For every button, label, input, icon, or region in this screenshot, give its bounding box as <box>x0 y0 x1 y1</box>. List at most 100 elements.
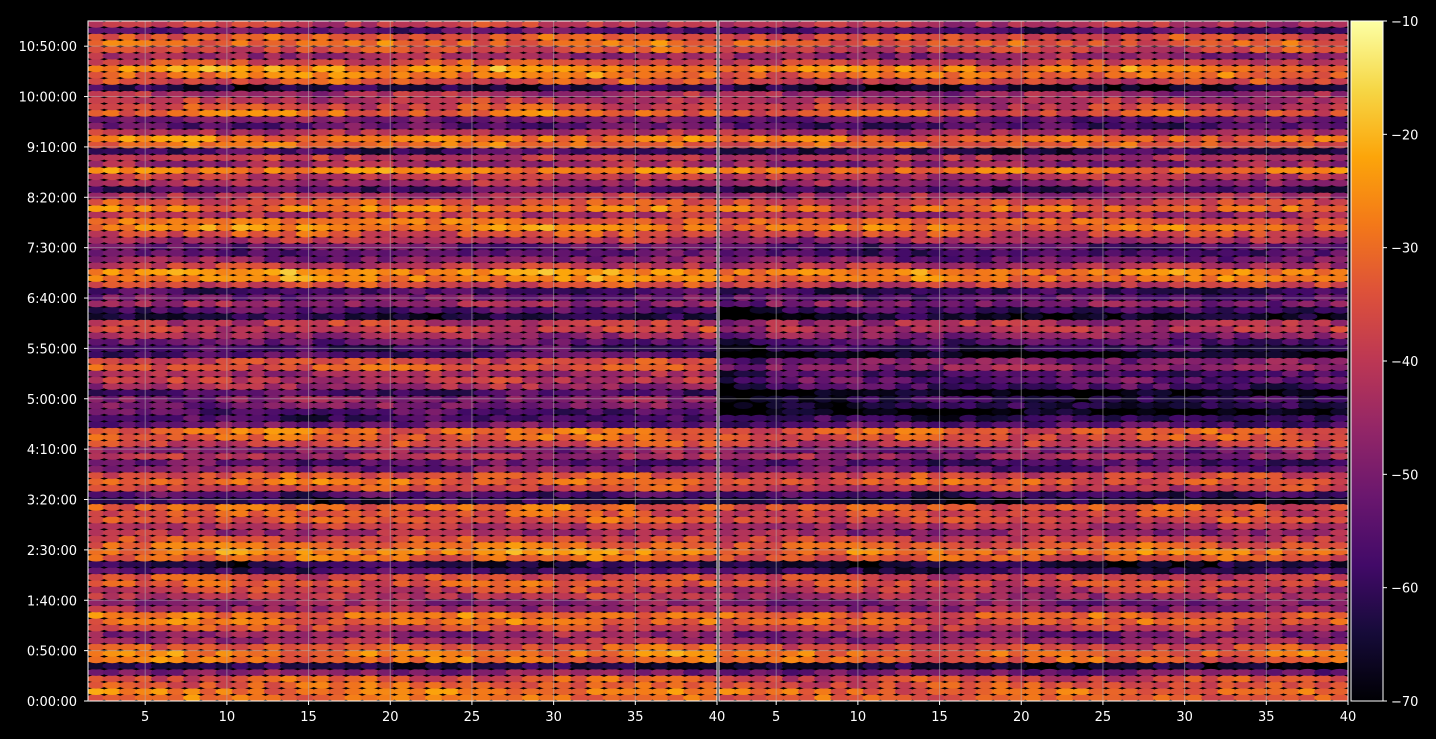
heatmap-cell <box>360 370 380 378</box>
heatmap-cell <box>1007 662 1028 670</box>
heatmap-cell <box>489 579 509 587</box>
heatmap-cell <box>425 421 445 429</box>
heatmap-cell <box>473 618 493 626</box>
heatmap-cell <box>1330 586 1348 594</box>
heatmap-cell <box>328 529 348 537</box>
heatmap-cell <box>360 389 380 397</box>
heatmap-cell <box>102 440 122 448</box>
heatmap-cell <box>167 541 187 549</box>
heatmap-cell <box>618 484 638 492</box>
heatmap-cell <box>296 624 316 632</box>
heatmap-cell <box>328 586 348 594</box>
heatmap-cell <box>376 611 397 619</box>
heatmap-cell <box>167 560 187 568</box>
heatmap-cell <box>667 624 687 632</box>
heatmap-cell <box>312 414 332 422</box>
heatmap-cell <box>231 370 251 378</box>
heatmap-cell <box>618 637 638 645</box>
heatmap-cell <box>118 675 138 683</box>
heatmap-cell <box>554 618 574 626</box>
heatmap-cell <box>88 605 106 613</box>
heatmap-cell <box>88 402 106 409</box>
heatmap-cell <box>602 433 622 441</box>
heatmap-cell <box>231 433 251 441</box>
heatmap-cell <box>618 567 638 575</box>
heatmap-cell <box>554 681 574 689</box>
heatmap-cell <box>699 116 717 123</box>
heatmap-cell <box>328 541 348 549</box>
heatmap-cell <box>441 649 461 657</box>
heatmap-cell <box>473 567 493 575</box>
heatmap-cell <box>505 656 526 664</box>
heatmap-cell <box>699 338 717 346</box>
heatmap-cell <box>699 421 717 429</box>
heatmap-cell <box>489 370 509 378</box>
heatmap-cell <box>618 446 638 454</box>
heatmap-cell <box>554 471 574 479</box>
heatmap-cell <box>650 554 671 562</box>
heatmap-cell <box>602 567 622 575</box>
heatmap-cell <box>328 414 348 422</box>
heatmap-cell <box>538 662 558 670</box>
heatmap-cell <box>602 688 622 695</box>
heatmap-cell <box>538 478 558 486</box>
heatmap-cell <box>570 541 590 549</box>
heatmap-cell <box>150 402 171 409</box>
heatmap-cell <box>360 427 380 435</box>
heatmap-cell <box>102 433 122 441</box>
heatmap-cell <box>425 389 445 397</box>
heatmap-cell <box>505 649 526 657</box>
heatmap-cell <box>650 421 671 429</box>
heatmap-cell <box>102 535 122 543</box>
heatmap-cell <box>134 414 155 422</box>
heatmap-cell <box>570 510 590 517</box>
heatmap-cell <box>602 421 622 429</box>
heatmap-cell <box>683 681 703 689</box>
heatmap-cell <box>602 382 622 390</box>
heatmap-cell <box>392 421 413 429</box>
heatmap-cell <box>312 662 332 670</box>
heatmap-cell <box>408 662 429 670</box>
heatmap-cell <box>215 560 235 568</box>
heatmap-cell <box>538 624 558 632</box>
heatmap-cell <box>602 694 622 701</box>
heatmap-cell <box>118 452 138 460</box>
heatmap-cell <box>586 484 606 492</box>
heatmap-cell <box>118 402 138 409</box>
heatmap-cell <box>586 579 606 587</box>
heatmap-cell <box>263 567 284 575</box>
heatmap-cell <box>134 376 155 384</box>
heatmap-cell <box>667 382 687 390</box>
y-tick-label: 9:10:00 <box>27 141 77 156</box>
heatmap-cell <box>296 370 316 378</box>
heatmap-cell <box>538 510 558 517</box>
heatmap-cell <box>376 389 397 397</box>
heatmap-cell <box>586 675 606 683</box>
heatmap-cell <box>102 421 122 429</box>
heatmap-cell <box>1330 688 1348 695</box>
heatmap-cell <box>602 510 622 517</box>
heatmap-cell <box>602 446 622 454</box>
heatmap-cell <box>473 560 493 568</box>
heatmap-cell <box>699 643 717 651</box>
heatmap-cell <box>634 452 655 460</box>
heatmap-cell <box>150 529 171 537</box>
heatmap-cell <box>699 211 717 219</box>
heatmap-cell <box>1330 630 1348 638</box>
heatmap-cell <box>215 624 235 632</box>
heatmap-cell <box>88 554 106 562</box>
heatmap-cell <box>279 611 300 619</box>
heatmap-cell <box>408 592 429 600</box>
heatmap-cell <box>602 522 622 530</box>
heatmap-cell <box>231 427 251 435</box>
heatmap-cell <box>296 643 316 651</box>
heatmap-cell <box>102 478 122 486</box>
heatmap-cell <box>279 662 300 670</box>
heatmap-cell <box>618 560 638 568</box>
heatmap-cell <box>199 465 219 473</box>
heatmap-cell <box>473 668 493 676</box>
heatmap-cell <box>586 567 606 575</box>
heatmap-cell <box>667 402 687 409</box>
heatmap-cell <box>554 611 574 619</box>
heatmap-cell <box>683 618 703 626</box>
